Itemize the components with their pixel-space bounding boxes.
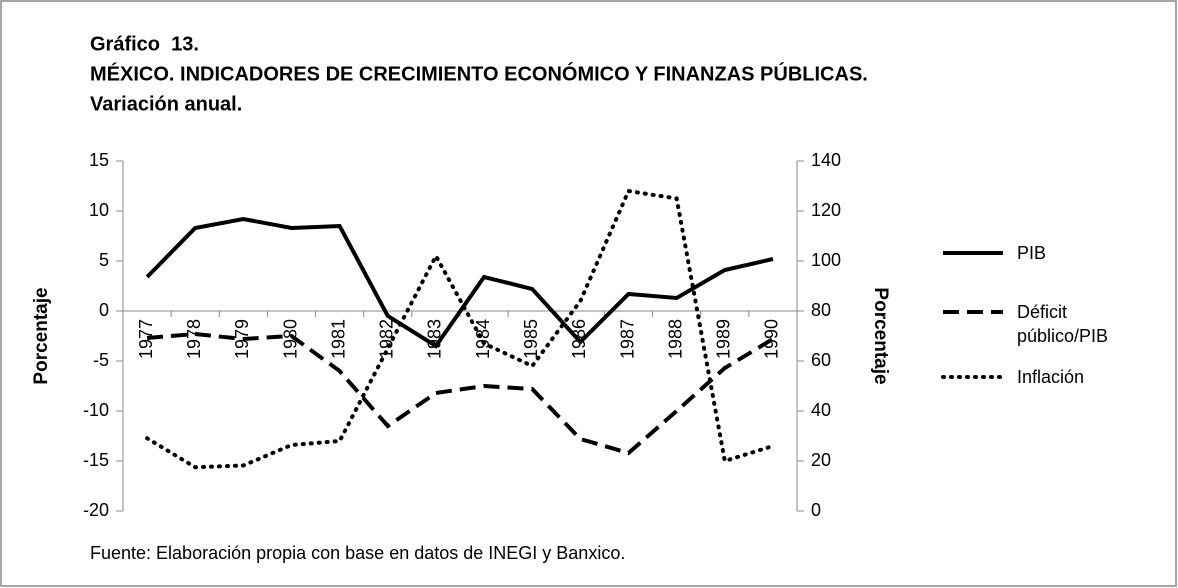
y-tick-label: -10: [83, 400, 109, 420]
legend-label: PIB: [1017, 243, 1047, 263]
x-tick-label: 1988: [665, 319, 685, 359]
line-series: [145, 216, 774, 349]
y-axis-title: Porcentaje: [31, 287, 52, 384]
x-tick-label: 1983: [425, 319, 445, 359]
chart-title: MÉXICO. INDICADORES DE CRECIMIENTO ECONÓ…: [90, 61, 868, 85]
y2-tick-label: 100: [811, 250, 841, 270]
y2-tick-label: 140: [811, 150, 841, 170]
line-series: [146, 331, 774, 456]
y-tick-label: 10: [89, 200, 109, 220]
y-tick-label: 15: [89, 150, 109, 170]
x-tick-label: 1984: [473, 319, 493, 359]
chart-title: Variación anual.: [90, 93, 242, 115]
x-tick-label: 1978: [184, 319, 204, 359]
y2-tick-label: 0: [811, 500, 821, 520]
x-tick-label: 1981: [328, 319, 348, 359]
legend-label: Inflación: [1017, 367, 1085, 387]
y-tick-label: -15: [83, 450, 109, 470]
x-tick-label: 1980: [280, 319, 300, 359]
x-tick-label: 1979: [232, 319, 252, 359]
y2-tick-label: 120: [811, 200, 841, 220]
y2-tick-label: 20: [811, 450, 831, 470]
y-tick-label: 0: [99, 300, 109, 320]
y-tick-label: -20: [83, 500, 109, 520]
y2-tick-label: 40: [811, 400, 831, 420]
line-series: [145, 188, 775, 470]
x-tick-label: 1977: [136, 319, 156, 359]
y-tick-label: -5: [93, 350, 109, 370]
y-tick-label: 5: [99, 250, 109, 270]
x-tick-label: 1987: [617, 319, 637, 359]
y2-axis-title: Porcentaje: [870, 287, 891, 384]
chart-title: Gráfico 13.: [90, 33, 199, 55]
legend-label: Déficit público/PIB: [1017, 302, 1109, 346]
y2-tick-label: 60: [811, 350, 831, 370]
x-tick-label: 1989: [714, 319, 734, 359]
source-note: Fuente: Elaboración propia con base en d…: [90, 543, 625, 563]
x-tick-label: 1985: [521, 319, 541, 359]
y2-tick-label: 80: [811, 300, 831, 320]
x-tick-label: 1982: [377, 319, 397, 359]
